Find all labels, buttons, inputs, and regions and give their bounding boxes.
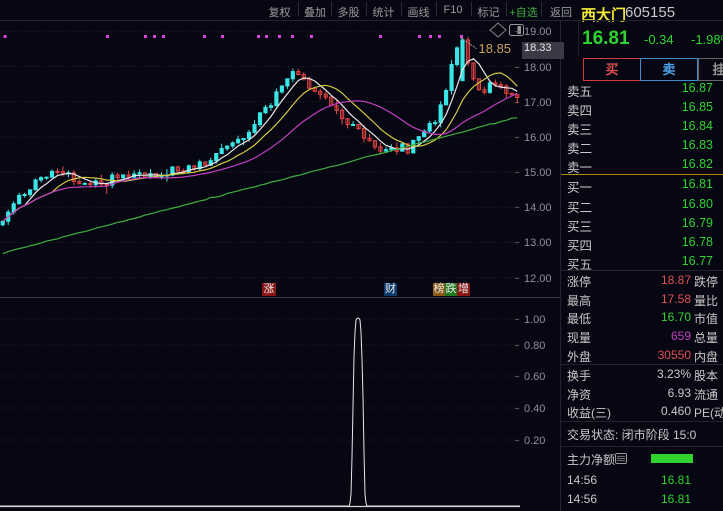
- svg-text:18.85: 18.85: [479, 41, 512, 56]
